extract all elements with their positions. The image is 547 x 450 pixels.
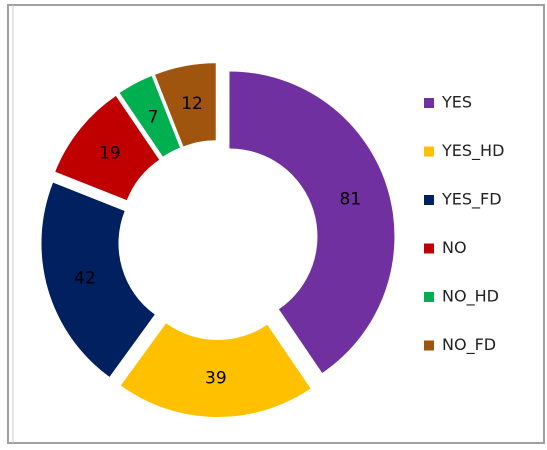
value-label: 7 [148, 108, 159, 128]
legend-label: NO_FD [442, 335, 496, 355]
legend-label: NO [442, 238, 467, 257]
slice [229, 71, 395, 373]
slice [155, 63, 216, 147]
value-label: 12 [181, 94, 203, 114]
legend-swatch [424, 340, 434, 351]
legend-swatch [424, 292, 434, 302]
slice [55, 96, 160, 201]
slice [120, 323, 311, 417]
slice [41, 182, 155, 377]
value-label: 42 [74, 269, 96, 289]
value-label: 39 [205, 368, 227, 388]
legend-label: YES [441, 93, 472, 112]
legend-label: YES_HD [441, 141, 504, 161]
legend-label: NO_HD [442, 287, 499, 307]
slice [119, 75, 180, 157]
value-label: 19 [99, 143, 121, 163]
legend-swatch [424, 98, 434, 108]
legend-swatch [424, 243, 434, 254]
legend-swatch [424, 195, 434, 205]
frame [7, 4, 545, 444]
legend-swatch [424, 146, 434, 157]
legend-label: YES_FD [441, 190, 502, 210]
value-label: 81 [340, 189, 362, 209]
